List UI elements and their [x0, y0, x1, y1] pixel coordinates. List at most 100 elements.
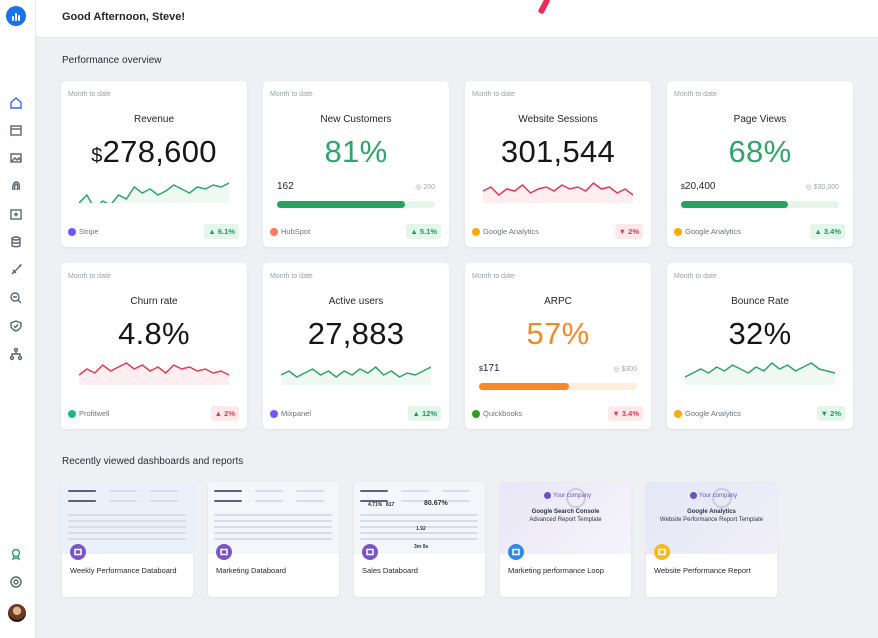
data-source: Google Analytics: [674, 227, 741, 236]
period-label: Month to date: [472, 91, 515, 98]
thumbnail-block: [109, 490, 137, 492]
thumbnail-row: [214, 514, 332, 516]
dashboard-card[interactable]: Marketing Databoard: [208, 482, 339, 597]
dashboard-thumbnail: Your company Google Analytics Website Perf…: [646, 482, 777, 554]
data-source: Quickbooks: [472, 409, 522, 418]
fingerprint-icon[interactable]: [8, 178, 24, 194]
thumbnail-stat: 817: [386, 502, 395, 508]
section-title-overview: Performance overview: [62, 55, 162, 66]
delta-badge: ▼ 2%: [614, 224, 643, 239]
thumbnail-block: [255, 500, 283, 502]
thumbnail-stat: 4.71%: [368, 502, 383, 508]
thumbnail-block: [214, 500, 242, 502]
dashboard-type-icon: [654, 544, 670, 560]
source-icon: [472, 227, 480, 236]
kpi-card[interactable]: Month to date Website Sessions 301,544 Goog…: [465, 81, 651, 247]
thumbnail-row: [360, 514, 478, 516]
kpi-card[interactable]: Month to date ARPC 57% $171 ◎ $300 Quickbooks…: [465, 263, 651, 429]
kpi-value-number: 32%: [728, 316, 792, 351]
delta-badge: ▲ 5.1%: [406, 224, 441, 239]
thumbnail-block: [401, 500, 429, 502]
thumbnail-block: [68, 500, 96, 502]
badge-icon[interactable]: [8, 546, 24, 562]
progress-prefix: $: [479, 366, 483, 373]
help-icon[interactable]: [8, 574, 24, 590]
network-icon[interactable]: [8, 346, 24, 362]
kpi-value: 68%: [667, 134, 853, 170]
kpi-value-number: 68%: [728, 134, 792, 169]
source-name: Google Analytics: [483, 227, 539, 236]
database-icon[interactable]: [8, 234, 24, 250]
dashboard-name: Website Performance Report: [654, 566, 751, 575]
dashboard-thumbnail: 4.71% 817 80.67% 1.92 3m 0s: [354, 482, 485, 554]
source-name: Quickbooks: [483, 409, 523, 418]
sparkline: [281, 366, 431, 385]
home-icon[interactable]: [8, 95, 24, 111]
sparkline: [685, 362, 835, 385]
kpi-card[interactable]: Month to date Page Views 68% $20,400 ◎ $30,0…: [667, 81, 853, 247]
dashboard-card[interactable]: 4.71% 817 80.67% 1.92 3m 0s Sales Databoard: [354, 482, 485, 597]
kpi-card[interactable]: Month to date Revenue $278,600 Stripe ▲ 6.1%: [61, 81, 247, 247]
magnifier-icon: [712, 488, 732, 508]
source-name: Stripe: [79, 227, 99, 236]
kpi-value-number: 27,883: [307, 316, 405, 351]
thumbnail-block: [401, 490, 429, 492]
progress-prefix: $: [681, 184, 685, 191]
source-icon: [472, 409, 480, 418]
dashboard-card[interactable]: Weekly Performance Databoard: [62, 482, 193, 597]
progress-current: 162: [277, 181, 294, 192]
company-logo: Your company: [690, 492, 737, 499]
search-minus-icon[interactable]: [8, 290, 24, 306]
kpi-value: 81%: [263, 134, 449, 170]
delta-badge: ▲ 12%: [408, 406, 441, 421]
thumbnail-block: [296, 490, 324, 492]
dashboard-thumbnail: [208, 482, 339, 554]
databox-logo[interactable]: [6, 6, 26, 26]
source-name: Google Analytics: [685, 227, 741, 236]
thumbnail-row: [360, 532, 478, 534]
kpi-card[interactable]: Month to date Bounce Rate 32% Google Analyt…: [667, 263, 853, 429]
thumbnail-block: [109, 500, 137, 502]
data-source: Stripe: [68, 227, 99, 236]
dashboard-name: Marketing Databoard: [216, 566, 287, 575]
progress-track: [479, 383, 637, 390]
thumbnail-row: [68, 526, 186, 528]
thumbnail-row: [68, 538, 186, 540]
data-source: Google Analytics: [472, 227, 539, 236]
dashboard-type-icon: [508, 544, 524, 560]
sparkline-line: [79, 362, 229, 376]
template-title-line2: Advanced Report Template: [529, 517, 602, 523]
kpi-value: 4.8%: [61, 316, 247, 352]
dashboard-card[interactable]: Your company Google Search Console Advance…: [500, 482, 631, 597]
thumbnail-row: [214, 532, 332, 534]
plus-box-icon[interactable]: [8, 206, 24, 222]
thumbnail-row: [214, 520, 332, 522]
thumbnail-block: [442, 490, 470, 492]
rocket-icon[interactable]: [8, 262, 24, 278]
kpi-title: New Customers: [320, 114, 392, 125]
company-name: Your company: [699, 492, 738, 499]
dashboard-type-icon: [216, 544, 232, 560]
kpi-card[interactable]: Month to date Churn rate 4.8% Profitwell ▲ 2…: [61, 263, 247, 429]
thumbnail-stat: 1.92: [416, 526, 426, 532]
avatar[interactable]: [8, 604, 26, 622]
image-icon[interactable]: [8, 150, 24, 166]
thumbnail-row: [214, 538, 332, 540]
kpi-value-number: 4.8%: [118, 316, 190, 351]
calendar-icon[interactable]: [8, 122, 24, 138]
source-name: Profitwell: [79, 409, 110, 418]
kpi-title: Page Views: [733, 114, 787, 125]
kpi-value-number: 278,600: [102, 134, 217, 169]
progress-block: 162 ◎ 200: [277, 181, 435, 217]
delta-badge: ▲ 2%: [210, 406, 239, 421]
dashboard-card[interactable]: Your company Google Analytics Website Perf…: [646, 482, 777, 597]
magnifier-icon: [566, 488, 586, 508]
thumbnail-stat: 3m 0s: [414, 544, 429, 550]
shield-icon[interactable]: [8, 318, 24, 334]
kpi-card[interactable]: Month to date New Customers 81% 162 ◎ 200 Hub…: [263, 81, 449, 247]
source-icon: [68, 227, 76, 236]
kpi-title: Active users: [328, 296, 384, 307]
kpi-value: 301,544: [465, 134, 651, 170]
kpi-card[interactable]: Month to date Active users 27,883 Mixpanel ▲…: [263, 263, 449, 429]
greeting: Good Afternoon, Steve!: [62, 11, 186, 23]
